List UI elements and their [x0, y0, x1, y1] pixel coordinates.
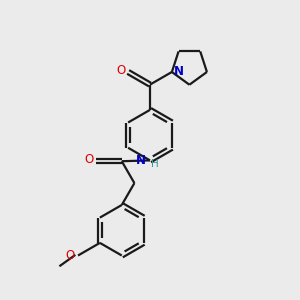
Text: H: H: [151, 159, 158, 170]
Text: O: O: [84, 153, 94, 166]
Text: O: O: [65, 249, 74, 262]
Text: O: O: [116, 64, 126, 77]
Text: N: N: [174, 65, 184, 79]
Text: N: N: [136, 154, 146, 167]
